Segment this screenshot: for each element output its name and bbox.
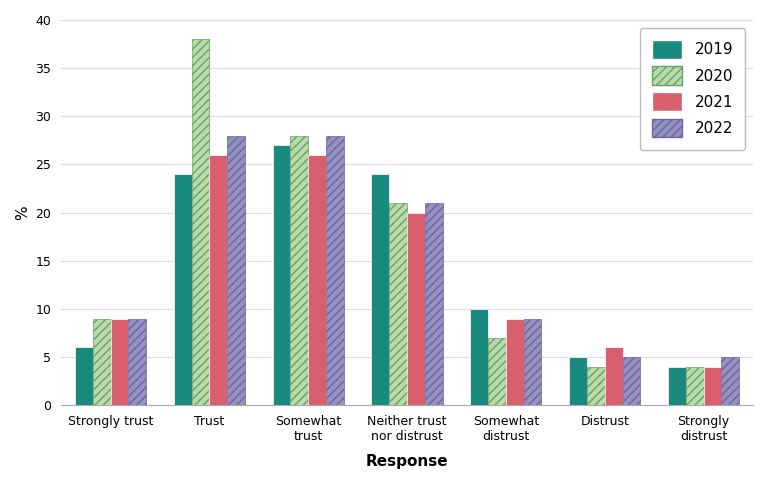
Bar bbox=[372, 174, 389, 405]
Bar bbox=[721, 357, 739, 405]
Bar bbox=[407, 212, 425, 405]
Bar bbox=[425, 203, 442, 405]
Bar bbox=[273, 145, 290, 405]
Bar bbox=[488, 338, 506, 405]
Bar bbox=[227, 136, 245, 405]
Bar bbox=[623, 357, 641, 405]
Bar bbox=[569, 357, 587, 405]
X-axis label: Response: Response bbox=[366, 454, 449, 469]
Bar bbox=[524, 318, 541, 405]
Bar bbox=[191, 39, 210, 405]
Y-axis label: %: % bbox=[15, 205, 30, 220]
Bar bbox=[93, 318, 111, 405]
Bar bbox=[389, 203, 407, 405]
Bar bbox=[686, 367, 703, 405]
Bar bbox=[703, 367, 721, 405]
Bar bbox=[111, 318, 128, 405]
Bar bbox=[290, 136, 308, 405]
Bar bbox=[308, 155, 326, 405]
Bar bbox=[128, 318, 146, 405]
Bar bbox=[75, 348, 93, 405]
Bar bbox=[668, 367, 686, 405]
Bar bbox=[506, 318, 524, 405]
Bar bbox=[470, 309, 488, 405]
Bar bbox=[587, 367, 604, 405]
Bar bbox=[604, 348, 623, 405]
Bar bbox=[210, 155, 227, 405]
Bar bbox=[174, 174, 191, 405]
Bar bbox=[326, 136, 344, 405]
Legend: 2019, 2020, 2021, 2022: 2019, 2020, 2021, 2022 bbox=[640, 28, 746, 150]
